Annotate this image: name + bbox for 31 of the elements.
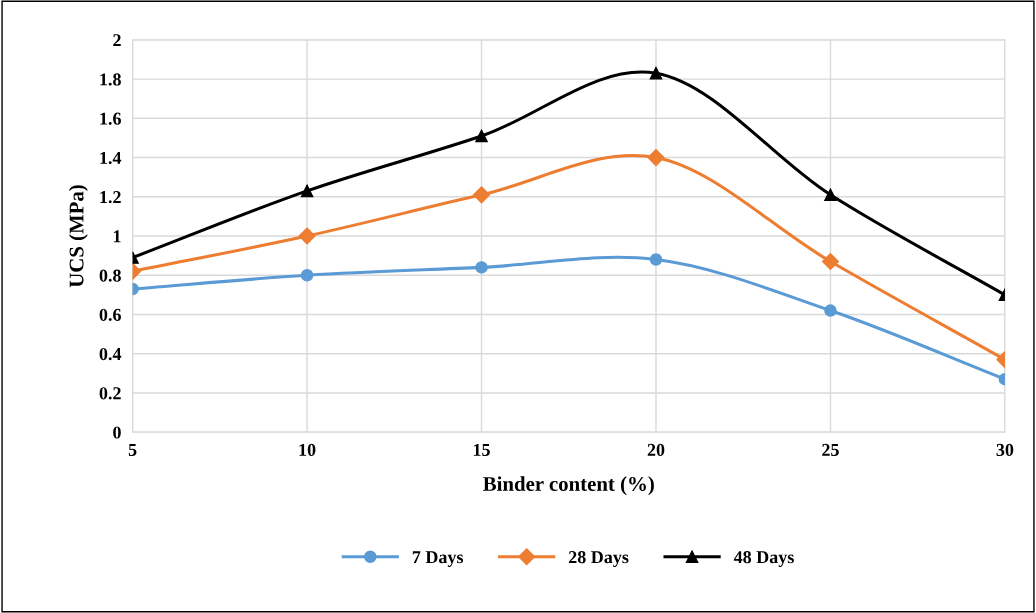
y-tick-label: 0 — [113, 426, 121, 439]
x-tick-label: 10 — [299, 443, 316, 456]
x-tick-label: 5 — [128, 443, 137, 456]
y-tick-label: 1 — [113, 230, 121, 243]
point — [649, 66, 663, 80]
x-axis-title: Binder content (%) — [483, 476, 654, 496]
x-tick-label: 20 — [647, 443, 665, 456]
y-tick-label: 0.8 — [99, 269, 121, 282]
y-axis-title: UCS (MPa) — [68, 185, 88, 288]
y-tick-label: 1.8 — [100, 73, 121, 86]
y-tick-label: 0.4 — [99, 347, 122, 361]
y-tick-label: 0.2 — [99, 387, 121, 400]
legend-label: 7 Days — [412, 551, 464, 567]
point — [647, 148, 665, 167]
point — [300, 184, 314, 198]
y-tick-label: 2 — [113, 34, 121, 47]
point — [649, 253, 663, 266]
point — [475, 129, 488, 143]
point — [298, 227, 316, 245]
y-tick-label: 1.2 — [100, 191, 121, 204]
y-tick-label: 1.4 — [100, 151, 122, 165]
legend-label: 48 Days — [733, 551, 794, 567]
y-tick-label: 1.6 — [100, 112, 121, 125]
x-tick-label: 30 — [996, 443, 1014, 456]
point — [472, 186, 491, 204]
point — [300, 268, 314, 282]
x-tick-label: 25 — [822, 443, 839, 456]
x-tick-label: 15 — [473, 443, 490, 456]
point — [475, 261, 488, 274]
y-tick-label: 0.6 — [99, 308, 121, 321]
legend-label: 28 Days — [568, 551, 629, 567]
